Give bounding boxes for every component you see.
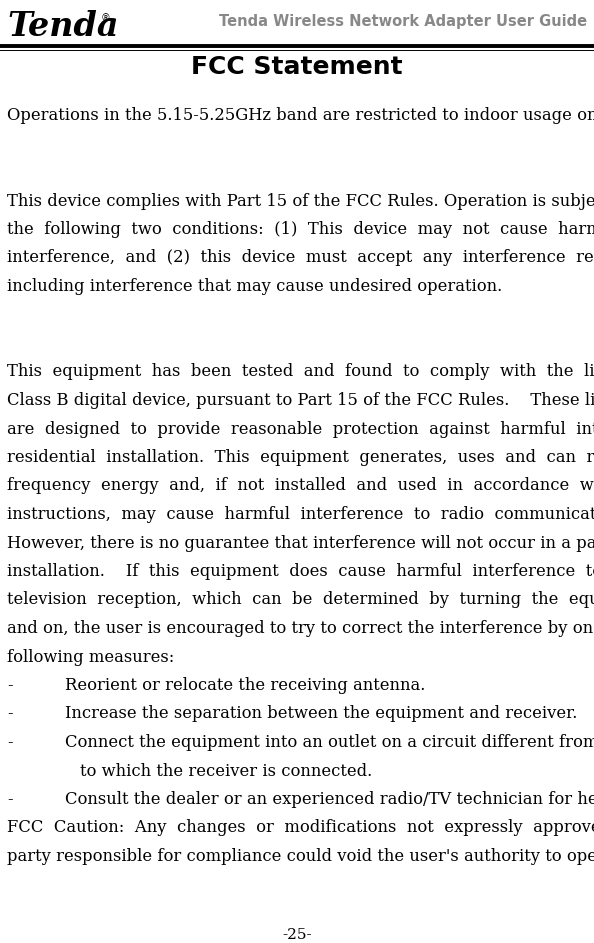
Text: Tenda Wireless Network Adapter User Guide: Tenda Wireless Network Adapter User Guid…: [219, 14, 587, 29]
Text: party responsible for compliance could void the user's authority to operate this: party responsible for compliance could v…: [7, 848, 594, 865]
Text: FCC  Caution:  Any  changes  or  modifications  not  expressly  approved  by  th: FCC Caution: Any changes or modification…: [7, 819, 594, 836]
Text: ®: ®: [101, 13, 110, 23]
Text: Increase the separation between the equipment and receiver.: Increase the separation between the equi…: [65, 705, 577, 722]
Text: are  designed  to  provide  reasonable  protection  against  harmful  interferen: are designed to provide reasonable prote…: [7, 421, 594, 438]
Text: to which the receiver is connected.: to which the receiver is connected.: [80, 763, 372, 780]
Text: frequency  energy  and,  if  not  installed  and  used  in  accordance  with  th: frequency energy and, if not installed a…: [7, 477, 594, 494]
Text: instructions,  may  cause  harmful  interference  to  radio  communications.: instructions, may cause harmful interfer…: [7, 506, 594, 523]
Text: Tenda: Tenda: [7, 10, 118, 43]
Text: including interference that may cause undesired operation.: including interference that may cause un…: [7, 278, 503, 295]
Text: Reorient or relocate the receiving antenna.: Reorient or relocate the receiving anten…: [65, 677, 425, 694]
Text: This device complies with Part 15 of the FCC Rules. Operation is subject to: This device complies with Part 15 of the…: [7, 192, 594, 209]
Text: residential  installation.  This  equipment  generates,  uses  and  can  radiate: residential installation. This equipment…: [7, 449, 594, 466]
Text: FCC Statement: FCC Statement: [191, 55, 403, 79]
Text: and on, the user is encouraged to try to correct the interference by one of the: and on, the user is encouraged to try to…: [7, 620, 594, 637]
Text: -: -: [7, 734, 12, 751]
Text: installation.    If  this  equipment  does  cause  harmful  interference  to  ra: installation. If this equipment does cau…: [7, 563, 594, 580]
Text: Consult the dealer or an experienced radio/TV technician for help.: Consult the dealer or an experienced rad…: [65, 791, 594, 808]
Text: interference,  and  (2)  this  device  must  accept  any  interference  received: interference, and (2) this device must a…: [7, 250, 594, 267]
Text: Operations in the 5.15-5.25GHz band are restricted to indoor usage only.: Operations in the 5.15-5.25GHz band are …: [7, 107, 594, 124]
Text: -: -: [7, 705, 12, 722]
Text: Connect the equipment into an outlet on a circuit different from that: Connect the equipment into an outlet on …: [65, 734, 594, 751]
Text: Class B digital device, pursuant to Part 15 of the FCC Rules.    These limits: Class B digital device, pursuant to Part…: [7, 392, 594, 409]
Text: -: -: [7, 791, 12, 808]
Text: However, there is no guarantee that interference will not occur in a particular: However, there is no guarantee that inte…: [7, 535, 594, 552]
Text: following measures:: following measures:: [7, 649, 175, 666]
Text: television  reception,  which  can  be  determined  by  turning  the  equipment : television reception, which can be deter…: [7, 591, 594, 608]
Text: -: -: [7, 677, 12, 694]
Text: -25-: -25-: [282, 928, 312, 942]
Text: This  equipment  has  been  tested  and  found  to  comply  with  the  limits  f: This equipment has been tested and found…: [7, 363, 594, 380]
Text: the  following  two  conditions:  (1)  This  device  may  not  cause  harmful: the following two conditions: (1) This d…: [7, 221, 594, 238]
